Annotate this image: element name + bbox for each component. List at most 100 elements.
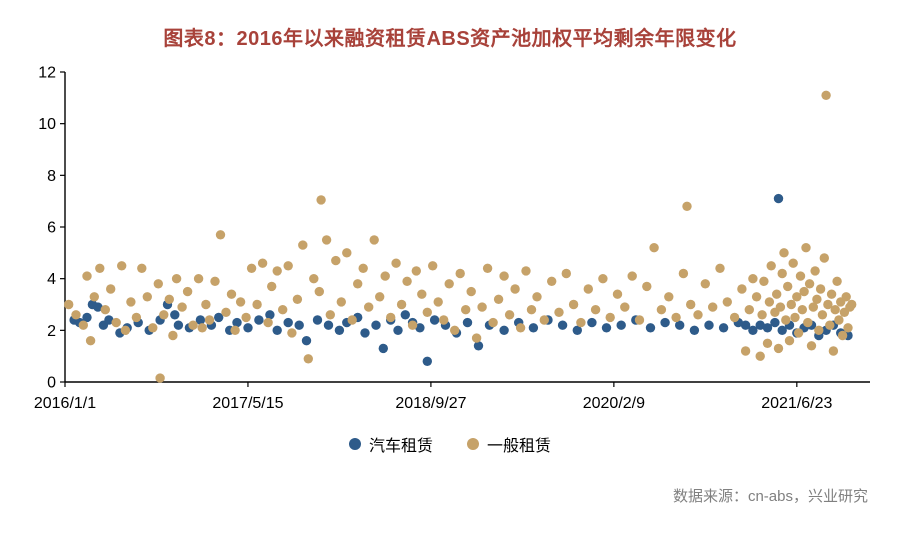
scatter-point [321,235,332,245]
scatter-point [197,323,207,333]
scatter-point [89,292,100,302]
scatter-point [783,281,793,292]
scatter-point [510,284,520,294]
scatter-point [461,305,471,315]
scatter-point [214,312,224,323]
scatter-point [790,312,800,323]
scatter-point [587,317,597,328]
scatter-point [757,310,767,320]
scatter-point [433,297,443,307]
scatter-point [488,317,498,328]
scatter-point [675,320,685,330]
scatter-point [303,354,313,364]
scatter-point [656,305,667,315]
scatter-point [482,263,493,273]
scatter-point [801,243,811,253]
scatter-point [360,328,370,338]
scatter-point [82,271,92,281]
x-axis-tick-label: 2021/6/23 [761,395,832,412]
scatter-point [583,284,593,294]
x-axis-tick-label: 2018/9/27 [395,395,466,412]
scatter-point [292,294,303,304]
scatter-point [764,297,775,307]
scatter-point [439,315,449,325]
scatter-point [71,310,81,320]
data-source-note: 数据来源：cn-abs，兴业研究 [672,488,868,505]
scatter-point [82,312,92,323]
scatter-point [331,255,341,266]
scatter-point [188,320,198,330]
scatter-point [272,266,282,276]
scatter-point [526,305,537,315]
scatter-point [539,315,549,325]
scatter-point [312,315,323,325]
scatter-point [722,297,732,307]
scatter-point [616,320,626,330]
scatter-point [283,261,293,271]
scatter-point [450,325,460,335]
scatter-point [193,274,204,284]
scatter-point [689,325,700,335]
scatter-point [686,299,696,310]
scatter-point [358,263,368,273]
scatter-point [521,266,531,276]
scatter-point [671,312,681,323]
scatter-point [793,328,804,338]
y-axis-tick-label: 12 [38,65,56,82]
scatter-point [493,294,504,304]
scatter-point [314,286,324,297]
scatter-point [417,289,427,299]
scatter-point [660,317,670,328]
y-axis-tick-label: 10 [38,116,56,133]
scatter-point [323,320,334,330]
scatter-point [278,305,288,315]
scatter-point [100,305,111,315]
scatter-point [254,315,264,325]
scatter-point [386,312,396,323]
scatter-point [755,320,765,330]
scatter-point [799,286,809,297]
scatter-point [826,289,837,299]
scatter-point [751,292,762,302]
scatter-point [601,323,612,333]
scatter-point [547,276,557,286]
scatter-point [173,320,184,330]
scatter-point [210,276,220,286]
chart-legend: 汽车租赁 一般租赁 [0,429,900,459]
scatter-point [309,274,319,284]
scatter-point [775,302,786,312]
legend-item: 一般租赁 [467,432,551,456]
scatter-point [195,315,206,325]
scatter-point [748,325,758,335]
scatter-point [784,336,795,346]
scatter-point [704,320,714,330]
scatter-point [718,323,729,333]
legend-marker-icon [348,438,361,450]
scatter-point [85,336,96,346]
scatter-point [391,258,401,268]
scatter-point [788,258,798,268]
scatter-point [847,299,857,310]
scatter-point [159,310,169,320]
scatter-point [316,195,326,205]
y-axis-tick-label: 8 [47,168,56,185]
scatter-point [422,356,432,366]
scatter-point [830,305,840,315]
scatter-point [272,325,282,335]
scatter-point [821,90,831,100]
scatter-point [246,263,257,273]
scatter-point [148,323,158,333]
scatter-point [429,315,440,325]
scatter-point [773,343,784,354]
scatter-point [400,310,410,320]
scatter-point [700,279,710,289]
scatter-point [369,235,379,245]
scatter-point [693,310,703,320]
scatter-point [375,292,385,302]
scatter-point [759,276,769,286]
scatter-point [221,307,231,317]
scatter-point [347,315,357,325]
scatter-point [612,289,623,299]
scatter-point [797,305,807,315]
